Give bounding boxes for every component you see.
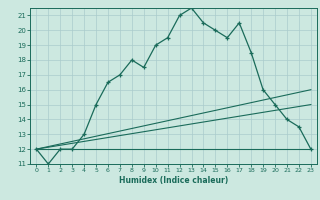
X-axis label: Humidex (Indice chaleur): Humidex (Indice chaleur) xyxy=(119,176,228,185)
